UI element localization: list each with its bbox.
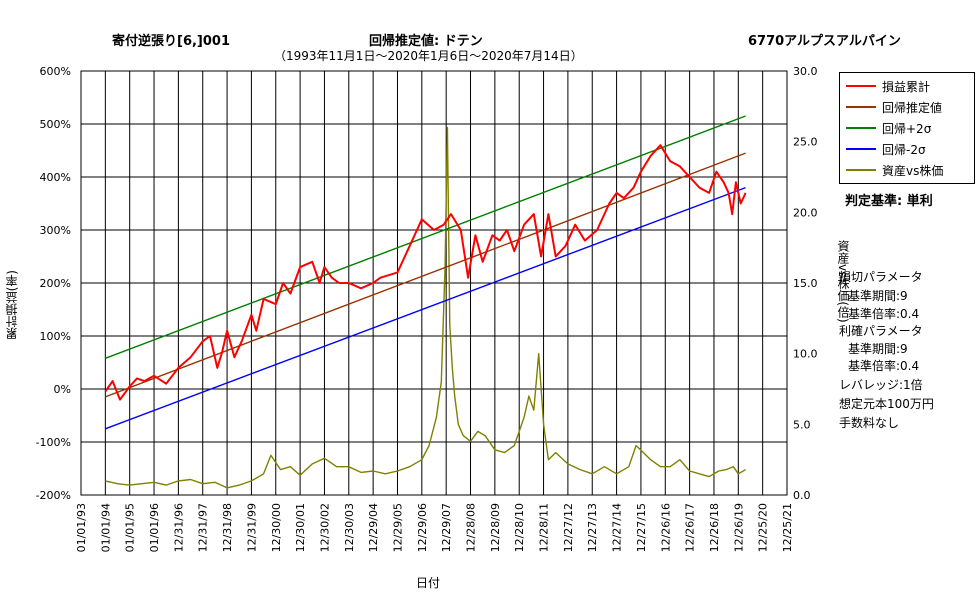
x-tick-label: 12/27/14 (611, 503, 624, 552)
stoploss-param-title: 損切パラメータ (839, 270, 923, 284)
y-right-tick-label: 30.0 (793, 65, 818, 78)
strategy-title: 寄付逆張り[6,]001 (112, 34, 231, 49)
x-tick-label: 12/25/20 (757, 503, 770, 552)
series-line-1 (105, 152, 746, 398)
x-tick-label: 12/31/99 (245, 503, 258, 552)
legend-swatch (846, 106, 876, 108)
notional: 想定元本100万円 (839, 397, 934, 411)
x-tick-label: 12/26/16 (659, 503, 672, 552)
y-left-tick-label: 0% (54, 383, 71, 396)
y-right-tick-label: 0.0 (793, 489, 811, 502)
legend-swatch (846, 148, 876, 150)
legend: 損益累計 回帰推定値 回帰+2σ 回帰-2σ 資産vs株価 (839, 72, 975, 184)
takeprofit-param-title: 利確パラメータ (839, 324, 923, 338)
legend-swatch (846, 85, 876, 87)
legend-swatch (846, 169, 876, 171)
x-tick-label: 12/30/02 (318, 503, 331, 552)
legend-label: 資産vs株価 (882, 164, 944, 178)
x-tick-label: 12/28/08 (465, 503, 478, 552)
x-tick-label: 12/28/10 (513, 503, 526, 552)
x-tick-label: 12/28/11 (538, 503, 551, 552)
y-left-tick-label: -200% (36, 489, 71, 502)
x-tick-label: 01/01/95 (124, 503, 137, 552)
x-tick-label: 12/31/97 (197, 503, 210, 552)
y-axis-left-label: 累計損益(率) (5, 270, 19, 340)
axis-ticks: -200% -100% 0% 100% 200% 300% 400% 500% 600% 0.0 5… (36, 65, 818, 552)
x-tick-label: 12/26/19 (732, 503, 745, 552)
ticker-title: 6770アルプスアルパイン (748, 34, 901, 49)
fees: 手数料なし (839, 416, 900, 430)
y-left-tick-label: 100% (40, 330, 71, 343)
series-lines (104, 115, 747, 489)
legend-item: 回帰-2σ (846, 140, 974, 158)
y-right-tick-label: 10.0 (793, 348, 818, 361)
x-tick-label: 01/01/93 (75, 503, 88, 552)
x-tick-label: 12/30/03 (343, 503, 356, 552)
period-subtitle: （1993年11月1日～2020年1月6日～2020年7月14日） (274, 49, 583, 63)
leverage: レバレッジ:1倍 (839, 378, 923, 392)
x-tick-label: 12/29/07 (440, 503, 453, 552)
y-left-tick-label: 200% (40, 277, 71, 290)
x-tick-label: 12/30/00 (270, 503, 283, 552)
y-right-tick-label: 25.0 (793, 136, 818, 149)
legend-item: 回帰推定値 (846, 98, 974, 116)
grid-lines (80, 70, 788, 496)
y-right-tick-label: 5.0 (793, 418, 811, 431)
legend-item: 損益累計 (846, 77, 974, 95)
x-tick-label: 12/31/96 (172, 503, 185, 552)
judge-criteria: 判定基準: 単利 (845, 194, 933, 209)
x-tick-label: 12/28/09 (489, 503, 502, 552)
stoploss-ratio: 基準倍率:0.4 (848, 307, 920, 321)
legend-swatch (846, 127, 876, 129)
legend-item: 資産vs株価 (846, 161, 974, 179)
series-line-2 (105, 115, 746, 359)
legend-label: 回帰+2σ (882, 122, 932, 136)
y-left-tick-label: -100% (36, 436, 71, 449)
x-tick-label: 01/01/96 (148, 503, 161, 552)
x-tick-label: 12/29/04 (367, 503, 380, 552)
y-left-tick-label: 600% (40, 65, 71, 78)
regression-title: 回帰推定値: ドテン (369, 34, 483, 49)
x-axis-label: 日付 (416, 576, 441, 590)
legend-label: 回帰推定値 (882, 101, 943, 115)
x-tick-label: 12/26/18 (708, 503, 721, 552)
takeprofit-ratio: 基準倍率:0.4 (848, 359, 920, 373)
y-left-tick-label: 300% (40, 224, 71, 237)
y-right-tick-label: 20.0 (793, 206, 818, 219)
x-tick-label: 12/27/15 (635, 503, 648, 552)
legend-item: 回帰+2σ (846, 119, 974, 137)
y-axis-right-label: 資産vs株価(倍) (836, 240, 850, 323)
series-line-0 (104, 144, 747, 401)
legend-label: 回帰-2σ (882, 143, 926, 157)
legend-label: 損益累計 (882, 80, 931, 94)
x-tick-label: 12/29/05 (391, 503, 404, 552)
x-tick-label: 01/01/94 (99, 503, 112, 552)
y-left-tick-label: 500% (40, 118, 71, 131)
x-tick-label: 12/27/12 (562, 503, 575, 552)
stoploss-period: 基準期間:9 (848, 289, 908, 303)
plot-frame (80, 70, 788, 496)
takeprofit-period: 基準期間:9 (848, 342, 908, 356)
y-left-tick-label: 400% (40, 171, 71, 184)
x-tick-label: 12/25/21 (781, 503, 794, 552)
x-tick-label: 12/30/01 (294, 503, 307, 552)
y-right-tick-label: 15.0 (793, 277, 818, 290)
series-line-4 (105, 126, 746, 489)
series-line-3 (105, 186, 746, 430)
x-tick-label: 12/26/17 (684, 503, 697, 552)
x-tick-label: 12/27/13 (586, 503, 599, 552)
x-tick-label: 12/31/98 (221, 503, 234, 552)
x-tick-label: 12/29/06 (416, 503, 429, 552)
